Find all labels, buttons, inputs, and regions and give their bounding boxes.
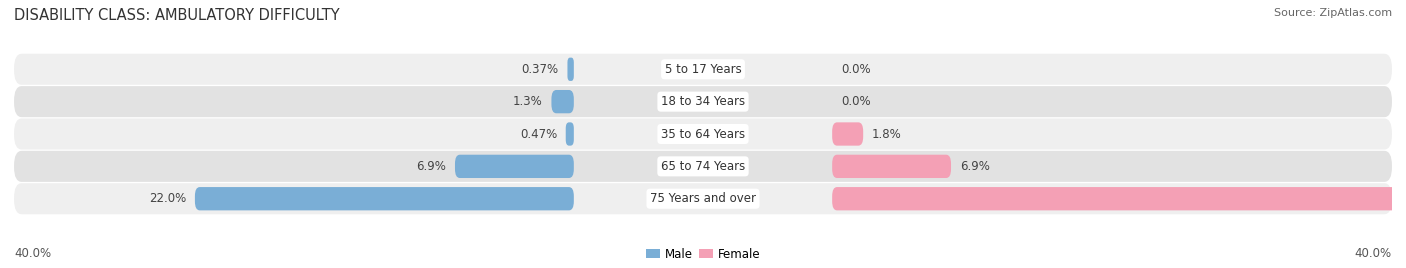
Text: 1.8%: 1.8%: [872, 128, 901, 140]
Text: 0.47%: 0.47%: [520, 128, 557, 140]
Text: 6.9%: 6.9%: [416, 160, 446, 173]
Text: DISABILITY CLASS: AMBULATORY DIFFICULTY: DISABILITY CLASS: AMBULATORY DIFFICULTY: [14, 8, 340, 23]
FancyBboxPatch shape: [14, 54, 1392, 85]
Text: 75 Years and over: 75 Years and over: [650, 192, 756, 205]
Text: 65 to 74 Years: 65 to 74 Years: [661, 160, 745, 173]
Text: 35 to 64 Years: 35 to 64 Years: [661, 128, 745, 140]
FancyBboxPatch shape: [832, 155, 950, 178]
FancyBboxPatch shape: [565, 122, 574, 146]
Text: 0.0%: 0.0%: [841, 63, 870, 76]
FancyBboxPatch shape: [568, 58, 574, 81]
FancyBboxPatch shape: [14, 151, 1392, 182]
Text: 6.9%: 6.9%: [960, 160, 990, 173]
FancyBboxPatch shape: [14, 118, 1392, 150]
FancyBboxPatch shape: [832, 187, 1406, 210]
Text: 1.3%: 1.3%: [513, 95, 543, 108]
Text: 0.37%: 0.37%: [522, 63, 558, 76]
FancyBboxPatch shape: [14, 183, 1392, 214]
Text: 40.0%: 40.0%: [1355, 247, 1392, 260]
FancyBboxPatch shape: [195, 187, 574, 210]
Text: 40.0%: 40.0%: [14, 247, 51, 260]
Text: 22.0%: 22.0%: [149, 192, 186, 205]
Text: 18 to 34 Years: 18 to 34 Years: [661, 95, 745, 108]
FancyBboxPatch shape: [14, 86, 1392, 117]
FancyBboxPatch shape: [551, 90, 574, 113]
FancyBboxPatch shape: [832, 122, 863, 146]
Text: 0.0%: 0.0%: [841, 95, 870, 108]
Text: 5 to 17 Years: 5 to 17 Years: [665, 63, 741, 76]
FancyBboxPatch shape: [456, 155, 574, 178]
Text: Source: ZipAtlas.com: Source: ZipAtlas.com: [1274, 8, 1392, 18]
Legend: Male, Female: Male, Female: [641, 243, 765, 265]
